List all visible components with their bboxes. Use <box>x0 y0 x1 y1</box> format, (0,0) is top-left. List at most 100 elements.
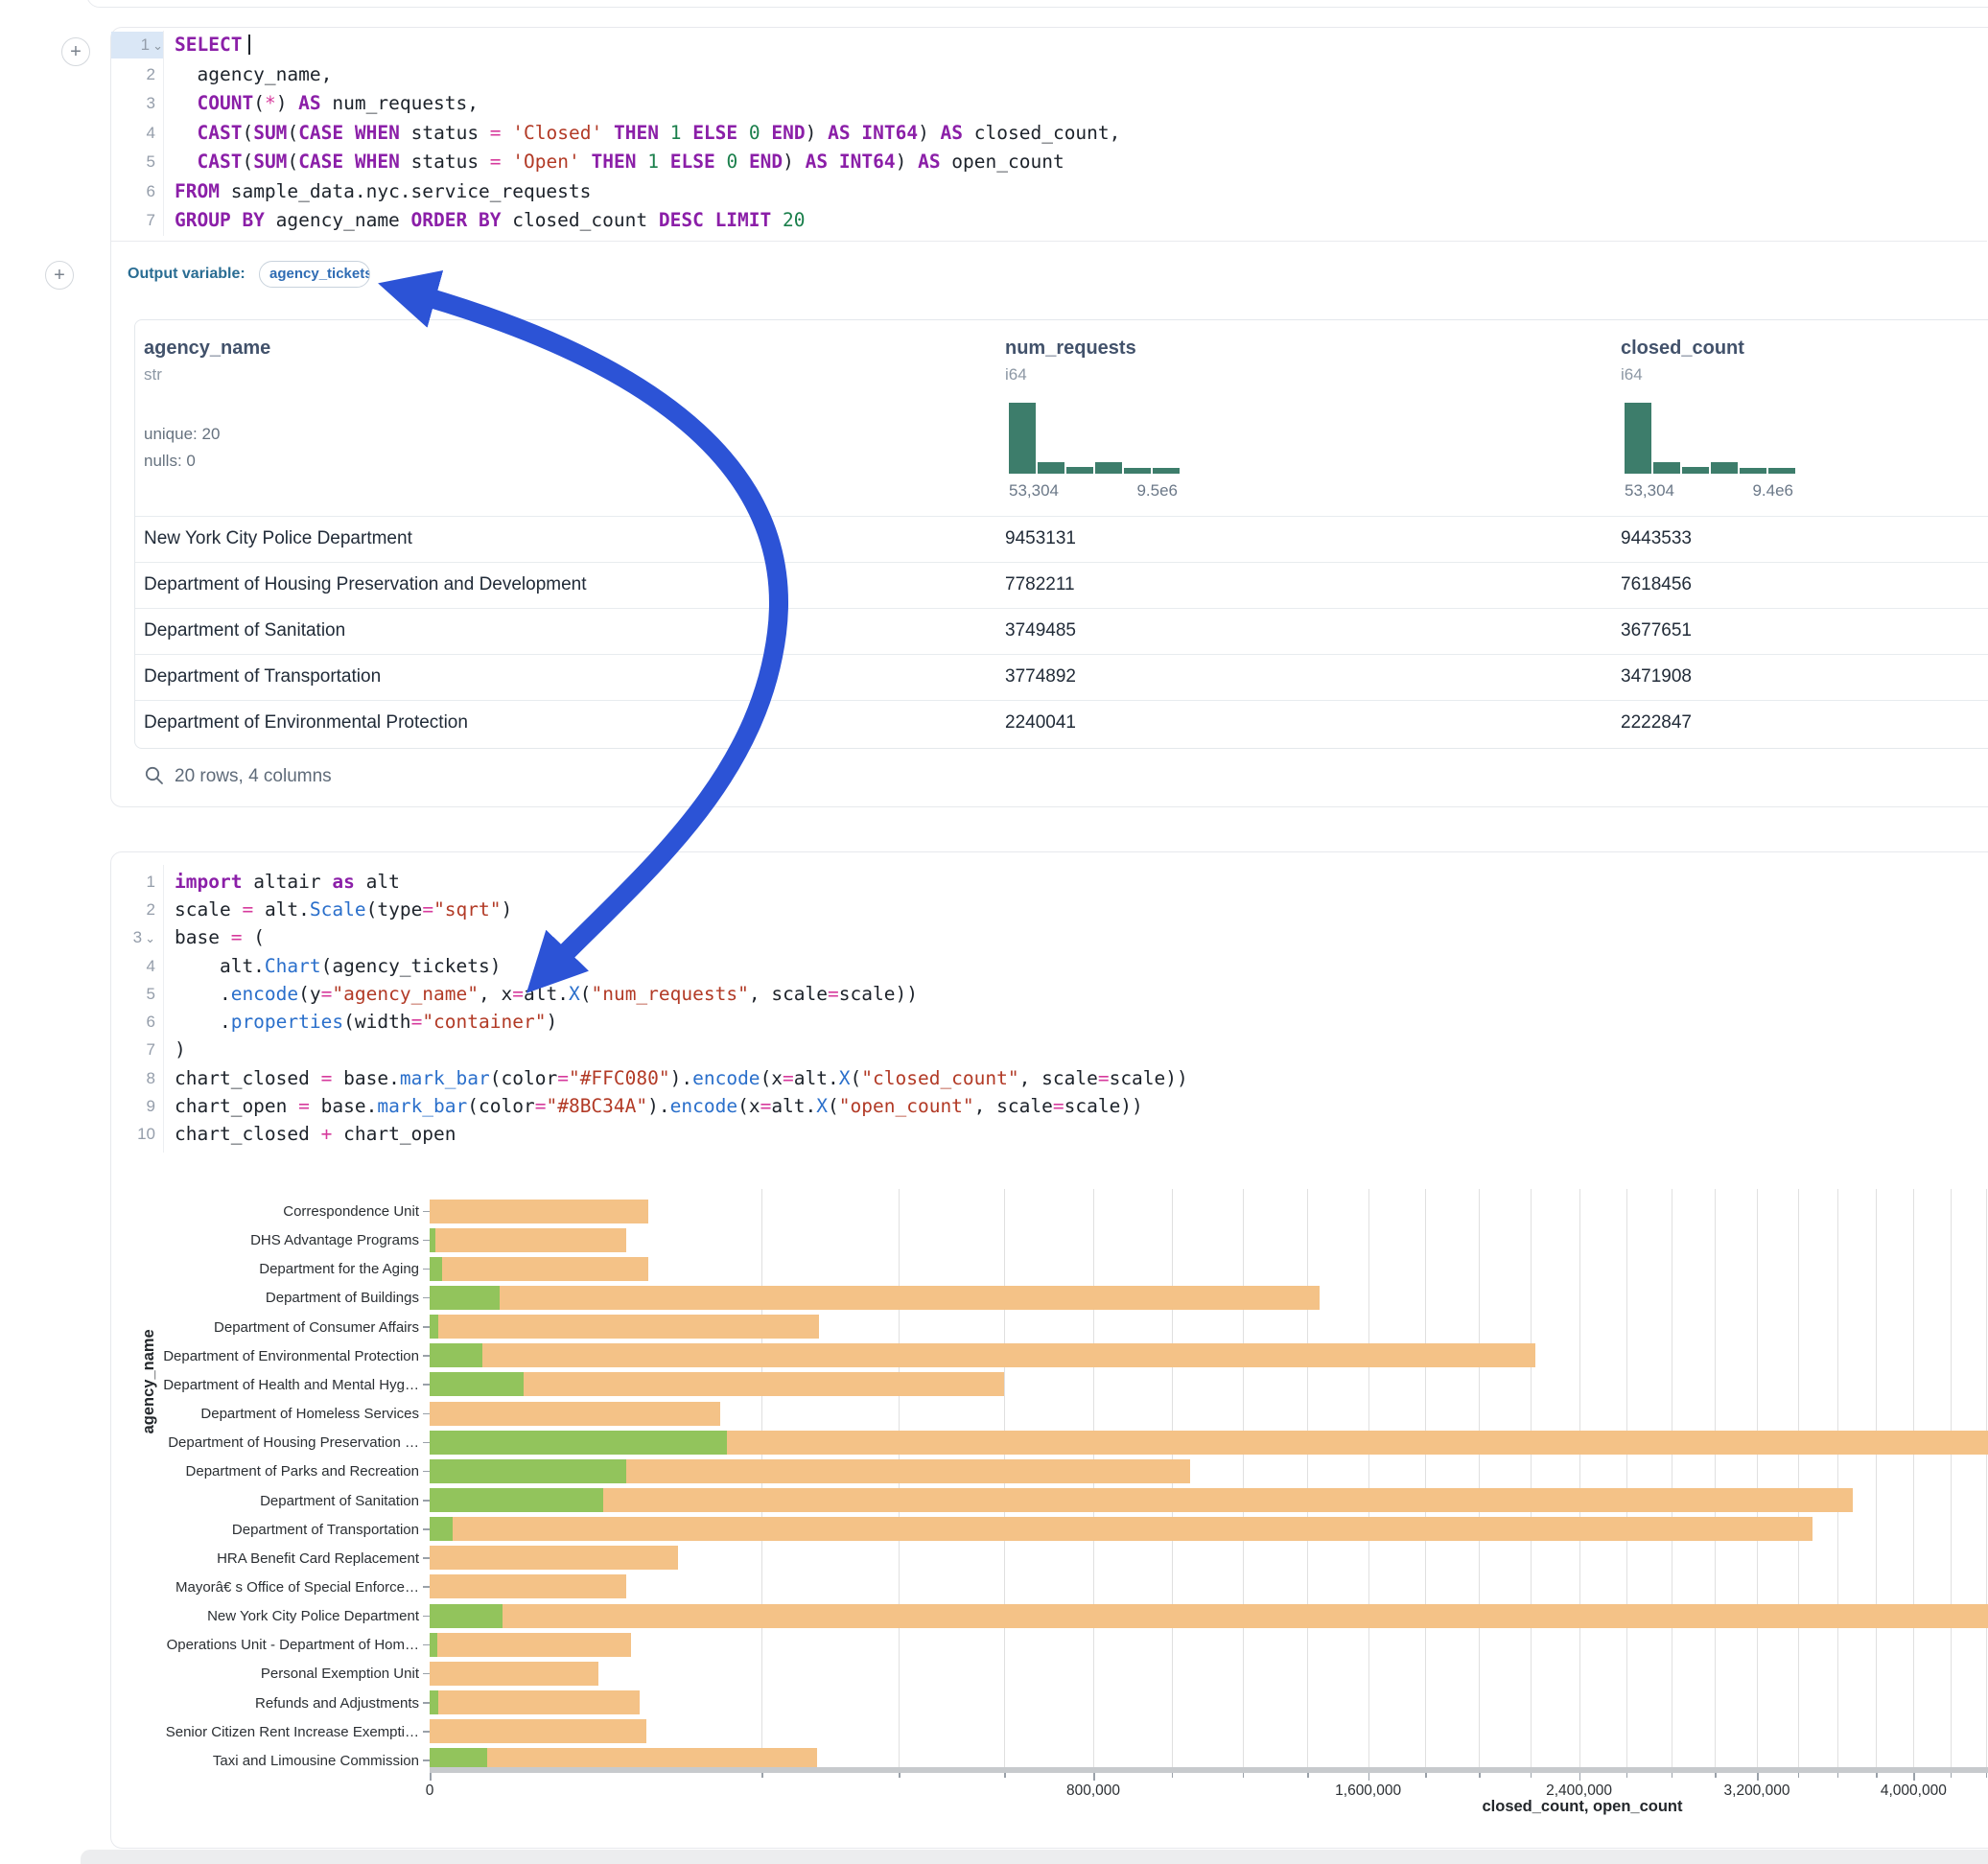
y-axis-label: Department of Homeless Services <box>159 1406 419 1422</box>
code-line[interactable]: import altair as alt <box>175 869 400 896</box>
y-axis-tick <box>423 1644 430 1646</box>
bar-closed-count[interactable] <box>430 1574 626 1598</box>
table-cell[interactable]: Department of Transportation <box>144 666 381 687</box>
code-line[interactable]: COUNT(*) AS num_requests, <box>175 90 479 117</box>
chart-x-axis-title: closed_count, open_count <box>1482 1798 1682 1816</box>
bar-open-count[interactable] <box>430 1459 626 1483</box>
code-line[interactable]: .properties(width="container") <box>175 1009 557 1036</box>
bar-open-count[interactable] <box>430 1372 524 1396</box>
table-cell[interactable]: New York City Police Department <box>144 528 412 549</box>
code-line[interactable]: base = ( <box>175 924 265 951</box>
bar-closed-count[interactable] <box>430 1633 631 1657</box>
table-cell[interactable]: 7618456 <box>1621 574 1692 595</box>
bar-open-count[interactable] <box>430 1343 482 1367</box>
code-line[interactable]: FROM sample_data.nyc.service_requests <box>175 178 591 205</box>
bar-open-count[interactable] <box>430 1488 603 1512</box>
bar-closed-count[interactable] <box>430 1488 1853 1512</box>
chart-y-axis-title: agency_name <box>140 1329 158 1433</box>
collapse-chevron-icon[interactable]: ⌄ <box>145 931 155 945</box>
code-line[interactable]: CAST(SUM(CASE WHEN status = 'Closed' THE… <box>175 120 1120 147</box>
code-line[interactable]: SELECT <box>175 32 250 58</box>
bar-closed-count[interactable] <box>430 1257 648 1281</box>
code-line[interactable]: chart_open = base.mark_bar(color="#8BC34… <box>175 1093 1143 1120</box>
x-axis-minor-tick <box>761 1773 763 1778</box>
y-axis-tick <box>423 1500 430 1502</box>
gridline <box>1876 1189 1877 1767</box>
add-cell-button-middle[interactable]: + <box>45 261 74 290</box>
bar-open-count[interactable] <box>430 1517 453 1541</box>
table-cell[interactable]: 3677651 <box>1621 620 1692 641</box>
table-cell[interactable]: Department of Housing Preservation and D… <box>144 574 587 595</box>
y-axis-tick <box>423 1269 430 1270</box>
column-type: str <box>144 365 162 384</box>
y-axis-label: Taxi and Limousine Commission <box>159 1753 419 1769</box>
x-axis-minor-tick <box>1715 1773 1717 1778</box>
bar-open-count[interactable] <box>430 1286 500 1310</box>
table-cell[interactable]: 2240041 <box>1005 712 1076 734</box>
code-line[interactable]: alt.Chart(agency_tickets) <box>175 953 501 980</box>
bar-open-count[interactable] <box>430 1315 438 1339</box>
table-cell[interactable]: Department of Environmental Protection <box>144 712 468 734</box>
code-line[interactable]: scale = alt.Scale(type="sqrt") <box>175 897 512 923</box>
bar-open-count[interactable] <box>430 1431 727 1455</box>
bar-closed-count[interactable] <box>430 1662 598 1686</box>
bar-open-count[interactable] <box>430 1633 437 1657</box>
x-axis-minor-tick <box>1986 1773 1988 1778</box>
table-cell[interactable]: Department of Sanitation <box>144 620 345 641</box>
table-cell[interactable]: 3471908 <box>1621 666 1692 687</box>
x-axis-minor-tick <box>1531 1773 1532 1778</box>
y-axis-tick <box>423 1471 430 1473</box>
y-axis-label: Department of Housing Preservation … <box>159 1434 419 1451</box>
bar-open-count[interactable] <box>430 1748 487 1767</box>
column-header-agency_name[interactable]: agency_name <box>144 338 270 360</box>
collapse-chevron-icon[interactable]: ⌄ <box>152 38 163 53</box>
gridline <box>1837 1189 1838 1767</box>
bar-closed-count[interactable] <box>430 1546 678 1570</box>
column-header-num_requests[interactable]: num_requests <box>1005 338 1136 360</box>
bar-closed-count[interactable] <box>430 1315 819 1339</box>
code-line[interactable]: CAST(SUM(CASE WHEN status = 'Open' THEN … <box>175 149 1064 175</box>
table-cell[interactable]: 9443533 <box>1621 528 1692 549</box>
y-axis-label: Senior Citizen Rent Increase Exempti… <box>159 1724 419 1740</box>
table-cell[interactable]: 3774892 <box>1005 666 1076 687</box>
bar-closed-count[interactable] <box>430 1604 1988 1628</box>
histogram-bar <box>1653 462 1680 474</box>
bar-closed-count[interactable] <box>430 1517 1813 1541</box>
bar-closed-count[interactable] <box>430 1228 626 1252</box>
bar-open-count[interactable] <box>430 1257 442 1281</box>
table-cell[interactable]: 2222847 <box>1621 712 1692 734</box>
bar-open-count[interactable] <box>430 1604 503 1628</box>
table-cell[interactable]: 7782211 <box>1005 574 1075 595</box>
code-line[interactable]: chart_closed + chart_open <box>175 1121 456 1148</box>
gridline <box>1531 1189 1532 1767</box>
table-cell[interactable]: 3749485 <box>1005 620 1076 641</box>
add-cell-button-top[interactable]: + <box>61 37 90 66</box>
histogram-bar <box>1153 468 1180 474</box>
bar-closed-count[interactable] <box>430 1748 817 1767</box>
gridline <box>1757 1189 1758 1767</box>
bar-open-count[interactable] <box>430 1228 435 1252</box>
code-line[interactable]: .encode(y="agency_name", x=alt.X("num_re… <box>175 981 918 1008</box>
bar-closed-count[interactable] <box>430 1690 640 1714</box>
x-axis-tick <box>1913 1773 1915 1781</box>
bar-closed-count[interactable] <box>430 1286 1320 1310</box>
bar-closed-count[interactable] <box>430 1343 1535 1367</box>
bar-closed-count[interactable] <box>430 1200 648 1223</box>
x-axis-minor-tick <box>1479 1773 1481 1778</box>
x-axis-minor-tick <box>1798 1773 1800 1778</box>
search-icon[interactable] <box>144 765 165 786</box>
code-line[interactable]: GROUP BY agency_name ORDER BY closed_cou… <box>175 207 806 234</box>
y-axis-tick <box>423 1211 430 1213</box>
sql-cell-divider <box>111 241 1987 242</box>
code-line[interactable]: ) <box>175 1037 186 1063</box>
column-header-closed_count[interactable]: closed_count <box>1621 338 1744 360</box>
output-variable-pill[interactable]: agency_tickets <box>259 261 370 288</box>
code-line[interactable]: chart_closed = base.mark_bar(color="#FFC… <box>175 1065 1188 1092</box>
bar-closed-count[interactable] <box>430 1402 720 1426</box>
y-axis-tick <box>423 1413 430 1415</box>
column-stat: nulls: 0 <box>144 452 196 471</box>
bar-closed-count[interactable] <box>430 1719 646 1743</box>
bar-open-count[interactable] <box>430 1690 438 1714</box>
code-line[interactable]: agency_name, <box>175 61 332 88</box>
table-cell[interactable]: 9453131 <box>1005 528 1076 549</box>
